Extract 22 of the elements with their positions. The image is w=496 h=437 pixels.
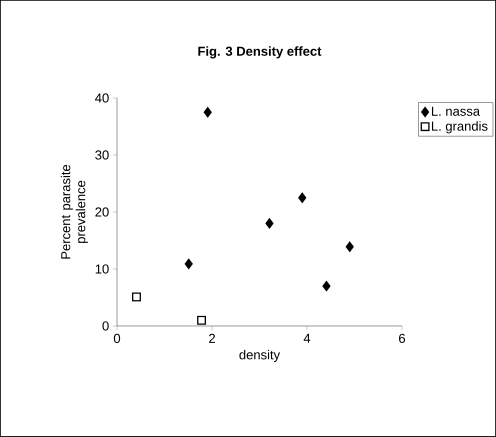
point — [204, 107, 212, 118]
chart-title: Fig. 3 Density effect — [198, 46, 322, 58]
y-axis-title: Percent parasite prevalence — [60, 164, 88, 259]
y-tick-label: 30 — [95, 150, 109, 160]
legend-label: L. grandis — [432, 121, 488, 134]
y-tick-label: 20 — [95, 207, 109, 217]
point — [132, 292, 141, 302]
x-axis-title: density — [239, 350, 280, 362]
y-tick-label: 40 — [95, 93, 109, 103]
point — [346, 242, 354, 252]
point — [197, 316, 206, 325]
point — [322, 280, 330, 292]
point — [184, 258, 193, 270]
y-tick-label: 10 — [96, 264, 109, 274]
y-tick-label: 0 — [102, 321, 109, 331]
x-tick-label: 4 — [304, 334, 310, 343]
legend-label: L. nassa — [432, 106, 480, 116]
x-tick-label: 0 — [114, 334, 120, 343]
x-tick-label: 6 — [399, 334, 406, 343]
point — [265, 218, 274, 229]
x-tick-label: 2 — [209, 334, 215, 343]
point — [298, 192, 306, 203]
